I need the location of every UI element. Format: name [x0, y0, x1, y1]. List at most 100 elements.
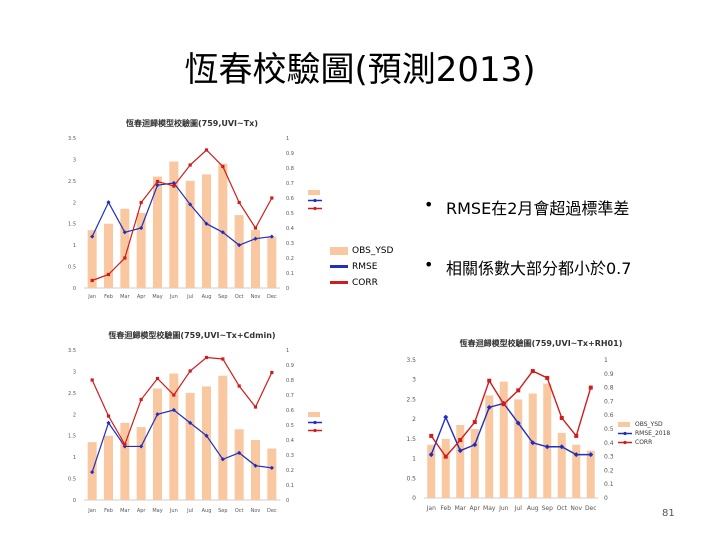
point-rmse_2013	[253, 463, 258, 468]
y-left-tick-label: 2	[73, 200, 76, 206]
x-tick-label: Jul	[514, 505, 523, 512]
bar-obs_ysd	[267, 448, 277, 500]
x-tick-label: May	[152, 508, 162, 514]
point-corr	[429, 433, 434, 438]
y-right-tick-label: 0.3	[604, 454, 614, 461]
point-corr	[90, 378, 94, 382]
point-rmse_2018	[588, 452, 594, 458]
series-line-rmse_2013	[91, 182, 272, 246]
y-right-tick-label: 0.4	[604, 440, 614, 447]
y-right-tick-label: 0.5	[286, 423, 294, 429]
bar-obs_ysd	[456, 425, 465, 498]
bar-obs_ysd	[251, 230, 260, 288]
y-right-tick-label: 0	[286, 286, 289, 292]
y-left-tick-label: 0.5	[68, 477, 76, 483]
legend-label: CORR	[635, 439, 652, 446]
x-tick-label: Dec	[585, 505, 597, 512]
point-rmse_2018	[443, 414, 449, 420]
y-left-tick-label: 1	[73, 243, 76, 249]
point-corr	[106, 272, 111, 277]
point-rmse_2018	[428, 452, 434, 458]
legend-marker	[313, 198, 317, 203]
y-right-tick-label: 0.2	[286, 256, 294, 262]
y-right-tick-label: 1	[286, 348, 289, 354]
x-tick-label: Feb	[104, 508, 113, 514]
y-left-tick-label: 1	[412, 456, 416, 463]
point-rmse_2013	[204, 433, 209, 438]
point-corr	[155, 179, 160, 184]
series-line-rmse_2018	[430, 402, 591, 456]
bar-obs_ysd	[586, 450, 595, 498]
point-corr	[472, 420, 477, 425]
x-tick-label: Dec	[267, 294, 277, 300]
page-number: 81	[662, 508, 675, 519]
y-left-tick-label: 0	[412, 495, 416, 502]
point-rmse_2013	[139, 225, 144, 231]
bullet-item-corr: 相關係數大部分都小於0.7	[420, 255, 715, 279]
legend-label: RMSE_2018	[635, 430, 670, 437]
point-corr	[501, 402, 506, 407]
bar-obs_ysd	[499, 381, 508, 498]
x-tick-label: Aug	[202, 508, 212, 514]
x-tick-label: Jun	[169, 294, 178, 300]
bar-obs_ysd	[470, 429, 479, 498]
legend-marker	[313, 428, 317, 433]
point-corr	[443, 454, 448, 459]
y-left-tick-label: 3.5	[68, 348, 76, 354]
bar-obs_ysd	[185, 180, 195, 288]
bar-obs_ysd	[104, 223, 113, 288]
point-rmse_2018	[573, 452, 579, 458]
point-rmse_2013	[139, 444, 144, 449]
y-right-tick-label: 0.4	[286, 226, 294, 232]
y-right-tick-label: 0	[286, 498, 289, 504]
y-right-tick-label: 1	[286, 136, 289, 142]
y-right-tick-label: 0.7	[286, 393, 294, 399]
y-right-tick-label: 0.6	[604, 412, 614, 419]
y-right-tick-label: 0.5	[286, 211, 294, 217]
y-left-tick-label: 1.5	[68, 222, 76, 228]
y-left-tick-label: 2	[73, 412, 76, 418]
y-right-tick-label: 0.4	[286, 438, 294, 444]
x-tick-label: Nov	[251, 294, 261, 300]
slide-title: 恆春校驗圖(預測2013)	[184, 50, 536, 90]
point-corr	[172, 393, 176, 397]
y-right-tick-label: 0.1	[286, 271, 294, 277]
legend-item-corr: CORR	[330, 275, 420, 291]
chart-ux-tx: 恆春迴歸模型校驗圖(759,UVI~Tx) 0 0.5 1 1.5 2 2.5 3 3.5 0 0.…	[68, 118, 322, 300]
point-corr	[270, 370, 274, 375]
point-corr	[155, 376, 160, 381]
point-rmse_2013	[106, 200, 111, 205]
x-tick-label: May	[152, 294, 162, 300]
series-line-corr	[430, 370, 592, 458]
bar-obs_ysd	[218, 375, 228, 500]
x-tick-label: Dec	[267, 508, 277, 514]
bar-obs_ysd	[153, 176, 162, 288]
y-right-tick-label: 0.8	[286, 378, 294, 384]
y-left-tick-label: 0	[73, 498, 76, 504]
bullet-item-rmse: RMSE在2月會超過標準差	[420, 195, 715, 219]
chart-ux-tx-rh01: 恆春迴歸模型校驗圖(759,UVI~Tx+RH01) 0 0.5 1 1.5 2 2.5 3 3…	[406, 338, 670, 512]
y-right-tick-label: 1	[604, 357, 608, 364]
bar-obs_ysd	[441, 438, 450, 498]
bar-obs_ysd	[572, 444, 581, 498]
legend-label-rmse: RMSE	[352, 262, 378, 272]
x-tick-label: Feb	[104, 294, 113, 300]
y-left-tick-label: 3	[73, 157, 76, 163]
bar-obs_ysd	[202, 386, 211, 500]
bar-obs_ysd	[267, 236, 277, 288]
point-rmse_2018	[515, 420, 521, 426]
x-tick-label: Sep	[542, 505, 554, 512]
point-corr	[123, 256, 127, 260]
point-corr	[204, 148, 209, 152]
x-tick-label: Jan	[87, 294, 96, 300]
point-rmse_2018	[457, 448, 463, 454]
point-rmse_2018	[530, 440, 536, 446]
y-right-tick-label: 0.1	[286, 483, 294, 489]
legend-swatch-rmse	[330, 265, 348, 268]
point-corr	[188, 369, 192, 373]
y-right-tick-label: 0.9	[604, 371, 614, 378]
series-line-corr	[91, 149, 273, 282]
x-tick-label: Mar	[120, 294, 130, 300]
legend-label: OBS_YSD	[635, 421, 663, 428]
chart-title: 恆春迴歸模型校驗圖(759,UVI~Tx+Cdmin)	[107, 330, 275, 340]
